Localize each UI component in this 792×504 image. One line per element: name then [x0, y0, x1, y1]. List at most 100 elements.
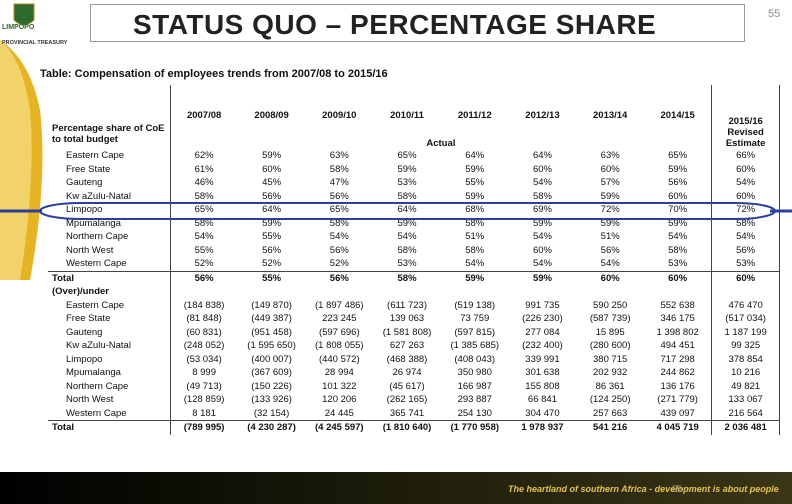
side-band-inner [0, 40, 32, 280]
empty-cell [644, 285, 712, 299]
cell: (440 572) [318, 353, 360, 365]
cell: (789 995) [170, 420, 238, 435]
cell: 53% [397, 177, 417, 189]
cell: 28 994 [324, 367, 354, 379]
cell: (1 581 808) [382, 326, 432, 338]
cell: (262 165) [386, 394, 428, 406]
cell: (597 696) [318, 326, 360, 338]
cell: 304 470 [525, 407, 560, 419]
cell: 494 451 [660, 340, 695, 352]
cell: 476 470 [711, 298, 780, 312]
cell: (1 385 685) [450, 340, 500, 352]
header-row: Percentage share of CoE to total budget 2… [48, 85, 780, 149]
cell: 120 206 [322, 394, 357, 406]
cell: (60 831) [186, 326, 222, 338]
cell: 8 999 [192, 367, 216, 379]
data-row: Eastern Cape 62% 59% 63% 65% 64% 64% 63% 65% 66% [48, 149, 780, 163]
data-row: Kw aZulu-Natal 58% 56% 56% 58% 59% 58% 59% 60% 60… [48, 189, 780, 203]
row-label: Northern Cape [48, 379, 171, 393]
cell: 58% [397, 244, 417, 256]
section-row: (Over)/under [48, 285, 780, 299]
cell: (449 387) [251, 313, 292, 325]
cell: (1 810 640) [373, 420, 441, 435]
cell: (611 723) [387, 299, 427, 311]
cell: 155 808 [525, 380, 560, 392]
cell: 59% [397, 163, 417, 175]
data-row: Western Cape 8 181 (32 154) 24 445 365 741 25… [48, 406, 780, 421]
section-header: Percentage share of CoE to total budget [48, 85, 171, 149]
cell: 277 084 [525, 326, 560, 338]
row-label: Limpopo [48, 203, 171, 217]
logo-department: PROVINCIAL TREASURY [2, 40, 68, 46]
row-label: North West [48, 243, 171, 257]
cell: 4 045 719 [644, 420, 712, 435]
data-row: Gauteng (60 831) (951 458) (597 696) (1 581 … [48, 325, 780, 339]
cell: (49 713) [186, 380, 222, 392]
total-row: Total 56% 55% 56% 58% 59% 59% 60% 60% 60% [48, 270, 780, 285]
cell: 202 932 [593, 367, 628, 379]
data-row: Limpopo (53 034) (400 007) (440 572) (468 38… [48, 352, 780, 366]
cell: 216 564 [711, 406, 780, 421]
section-label: (Over)/under [48, 285, 171, 299]
cell: 73 759 [460, 313, 490, 325]
empty-cell [711, 285, 780, 299]
cell: 56% [600, 244, 620, 256]
empty-cell [373, 285, 441, 299]
cell: 59% [262, 217, 282, 229]
table-caption: Table: Compensation of employees trends … [40, 68, 388, 80]
cell: (45 617) [389, 380, 425, 392]
cell: 58% [194, 217, 214, 229]
cell: 54% [532, 231, 552, 243]
cell: (124 250) [589, 394, 631, 406]
cell: 52% [262, 258, 282, 270]
cell: 139 063 [389, 313, 425, 325]
data-row: North West (128 859) (133 926) 120 206 (262 … [48, 393, 780, 407]
cell: 346 175 [660, 313, 695, 325]
cell: 2 036 481 [711, 420, 780, 435]
cell: 350 980 [457, 367, 492, 379]
cell: 541 216 [576, 420, 645, 435]
cell: (597 815) [454, 326, 496, 338]
cell: 53% [711, 257, 780, 271]
column-header: 2011/12 [457, 110, 492, 121]
title-box [90, 4, 745, 42]
cell: 56% [668, 177, 688, 189]
title: STATUS QUO – PERCENTAGE SHARE [133, 9, 657, 40]
crest [13, 3, 35, 26]
data-row: Free State 61% 60% 58% 59% 59% 60% 60% 59% 60% [48, 162, 780, 176]
cell: 56% [305, 270, 374, 285]
cell: (184 838) [183, 299, 225, 311]
cell: 47% [329, 177, 349, 189]
cell: 552 638 [660, 299, 695, 311]
cell: 54% [532, 177, 552, 189]
cell: (226 230) [522, 313, 563, 325]
cell: 439 097 [660, 407, 695, 419]
cell: 46% [194, 177, 214, 189]
cell: 58% [329, 163, 349, 175]
cell: (1 595 650) [247, 340, 296, 352]
cell: 59% [668, 217, 688, 229]
cell: (4 245 597) [305, 420, 374, 435]
cell: 56% [262, 190, 282, 202]
cell: 56% [329, 244, 349, 256]
data-row: Western Cape 52% 52% 52% 53% 54% 54% 54% 53% 53% [48, 257, 780, 271]
column-header-line: Revised [727, 127, 764, 138]
column-header: 2014/15 [660, 110, 695, 121]
cell: 59% [508, 270, 577, 285]
cell: 223 245 [322, 313, 357, 325]
cell: 60% [711, 189, 780, 203]
cell: (408 043) [454, 353, 496, 365]
data-row: Kw aZulu-Natal (248 052) (1 595 650) (1 808… [48, 339, 780, 353]
cell: 66% [711, 149, 780, 163]
cell: 55% [262, 231, 282, 243]
empty-cell [305, 285, 373, 299]
empty-cell [576, 285, 644, 299]
cell: 59% [600, 190, 620, 202]
cell: 66 841 [527, 394, 557, 406]
column-header: 2007/08 [186, 110, 222, 121]
cell: (271 779) [657, 394, 698, 406]
cell: 378 854 [711, 352, 780, 366]
cell: 58% [532, 190, 552, 202]
